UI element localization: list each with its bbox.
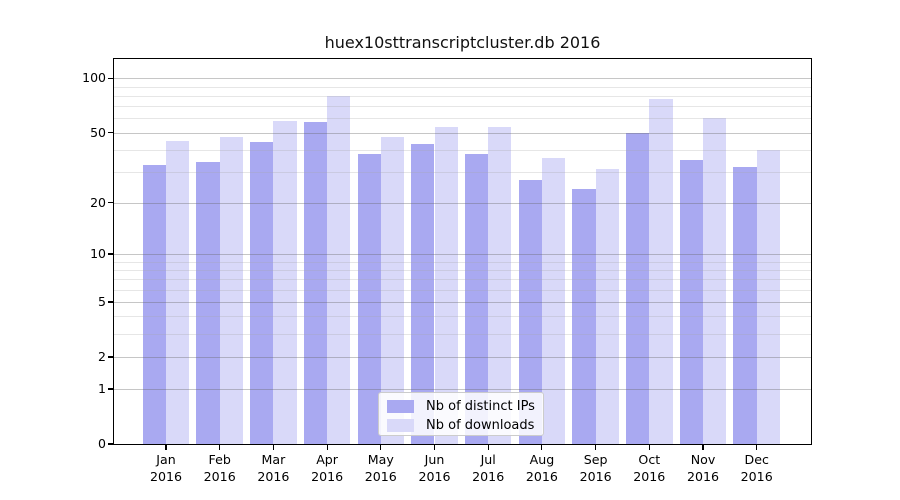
y-tick-label-100: 100 xyxy=(82,70,106,86)
x-tick-label-jul: Jul 2016 xyxy=(472,452,505,484)
x-tick-label-jan: Jan 2016 xyxy=(149,452,183,484)
major-gridline-10 xyxy=(114,254,811,256)
legend-item-downloads: Nb of downloads xyxy=(387,417,535,434)
x-tick-label-dec: Dec 2016 xyxy=(740,452,773,484)
bar-distinct-ips-mar xyxy=(250,142,274,444)
major-gridline-1 xyxy=(114,389,811,391)
x-tick-mark-oct xyxy=(648,444,650,450)
x-tick-label-aug: Aug 2016 xyxy=(525,452,558,484)
legend-swatch-distinct-ips xyxy=(387,400,414,413)
y-tick-label-50: 50 xyxy=(90,124,106,140)
x-tick-mark-may xyxy=(380,444,382,450)
legend-swatch-downloads xyxy=(387,419,414,432)
minor-gridline-8 xyxy=(114,269,811,271)
chart-title: huex10sttranscriptcluster.db 2016 xyxy=(324,33,601,52)
minor-gridline-9 xyxy=(114,261,811,263)
bar-downloads-nov xyxy=(703,118,727,444)
bar-downloads-oct xyxy=(649,98,673,444)
minor-gridline-60 xyxy=(114,118,811,120)
minor-gridline-30 xyxy=(114,171,811,173)
minor-gridline-4 xyxy=(114,316,811,318)
x-tick-mark-dec xyxy=(756,444,758,450)
y-tick-mark-10 xyxy=(108,253,114,255)
y-tick-mark-1 xyxy=(108,388,114,390)
x-tick-label-jun: Jun 2016 xyxy=(418,452,451,484)
y-tick-label-1: 1 xyxy=(98,381,106,397)
minor-gridline-7 xyxy=(114,279,811,281)
y-tick-label-10: 10 xyxy=(90,246,106,262)
x-tick-label-oct: Oct 2016 xyxy=(633,452,666,484)
x-tick-label-sep: Sep 2016 xyxy=(579,452,612,484)
bar-downloads-dec xyxy=(756,149,780,444)
bar-distinct-ips-dec xyxy=(733,167,757,444)
bar-downloads-aug xyxy=(541,157,566,444)
bar-distinct-ips-oct xyxy=(626,132,650,444)
major-gridline-5 xyxy=(114,302,811,304)
legend-label-downloads: Nb of downloads xyxy=(426,418,535,433)
y-tick-mark-5 xyxy=(108,301,114,303)
y-tick-mark-2 xyxy=(108,356,114,358)
y-tick-label-2: 2 xyxy=(98,348,106,364)
major-gridline-2 xyxy=(114,356,811,358)
x-tick-label-mar: Mar 2016 xyxy=(257,452,290,484)
major-gridline-100 xyxy=(114,78,811,80)
bar-downloads-jan xyxy=(166,140,190,444)
bar-distinct-ips-nov xyxy=(679,160,703,444)
x-tick-mark-apr xyxy=(326,444,328,450)
x-tick-mark-aug xyxy=(541,444,543,450)
legend-label-distinct-ips: Nb of distinct IPs xyxy=(426,399,535,414)
bar-downloads-mar xyxy=(273,120,297,444)
bar-distinct-ips-sep xyxy=(572,188,596,444)
x-tick-mark-jan xyxy=(165,444,167,450)
minor-gridline-90 xyxy=(114,86,811,88)
plot-frame xyxy=(113,58,812,445)
x-tick-mark-jun xyxy=(433,444,436,450)
minor-gridline-6 xyxy=(114,289,811,291)
x-tick-label-may: May 2016 xyxy=(364,452,397,484)
legend: Nb of distinct IPs Nb of downloads xyxy=(378,392,544,436)
x-tick-mark-mar xyxy=(272,444,274,450)
legend-item-distinct-ips: Nb of distinct IPs xyxy=(387,398,535,415)
bar-downloads-apr xyxy=(327,95,351,444)
y-tick-mark-50 xyxy=(108,131,114,134)
bar-downloads-feb xyxy=(219,137,243,444)
major-gridline-50 xyxy=(114,132,811,134)
x-tick-mark-feb xyxy=(219,444,221,450)
x-tick-mark-jul xyxy=(487,444,489,450)
y-tick-mark-100 xyxy=(108,77,114,79)
x-tick-label-nov: Nov 2016 xyxy=(686,452,720,484)
y-tick-mark-20 xyxy=(108,202,114,204)
x-tick-mark-sep xyxy=(595,444,597,450)
minor-gridline-40 xyxy=(114,149,811,151)
y-tick-label-5: 5 xyxy=(98,294,106,310)
major-gridline-20 xyxy=(114,202,811,204)
bar-distinct-ips-jan xyxy=(142,164,166,444)
x-tick-label-apr: Apr 2016 xyxy=(311,452,344,484)
bar-downloads-sep xyxy=(595,169,619,444)
x-tick-label-feb: Feb 2016 xyxy=(203,452,236,484)
bar-distinct-ips-apr xyxy=(303,122,328,444)
bar-distinct-ips-feb xyxy=(196,162,220,444)
minor-gridline-3 xyxy=(114,334,811,336)
minor-gridline-70 xyxy=(114,106,811,108)
y-tick-label-0: 0 xyxy=(98,436,106,451)
x-tick-mark-nov xyxy=(702,444,704,450)
minor-gridline-80 xyxy=(114,95,811,97)
y-tick-mark-0 xyxy=(108,443,114,445)
y-tick-label-20: 20 xyxy=(90,194,106,210)
